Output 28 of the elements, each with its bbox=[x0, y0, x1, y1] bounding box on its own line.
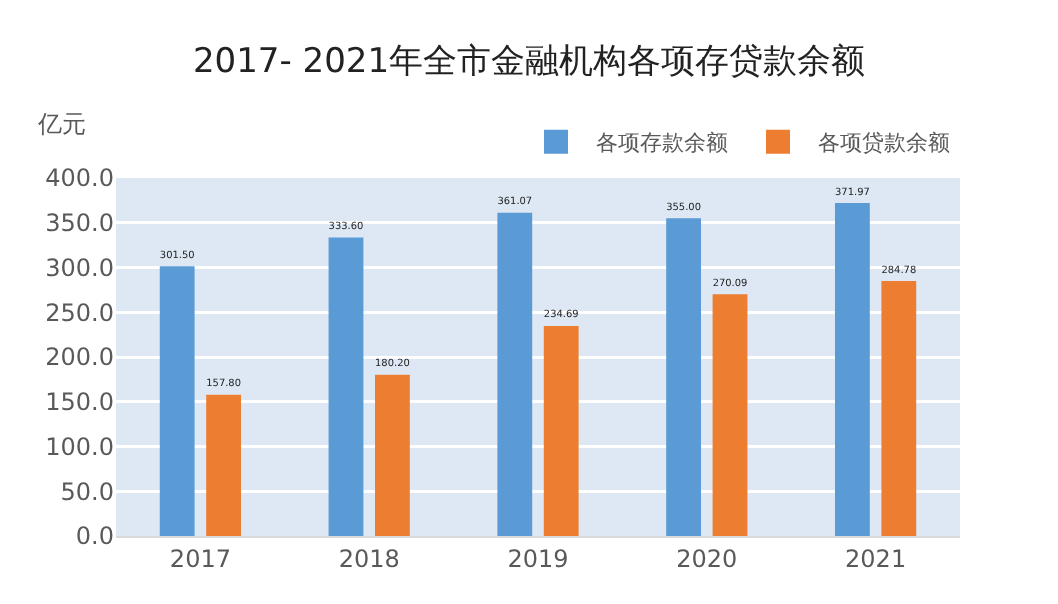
bar bbox=[881, 281, 917, 536]
y-tick-label: 150.0 bbox=[45, 388, 114, 417]
x-tick-label: 2021 bbox=[845, 544, 907, 573]
y-tick-label: 0.0 bbox=[75, 522, 114, 551]
x-tick-label: 2019 bbox=[507, 544, 569, 573]
y-axis-title: 亿元 bbox=[36, 110, 86, 138]
bar bbox=[206, 394, 242, 536]
bar bbox=[666, 218, 701, 536]
y-tick-label: 200.0 bbox=[45, 343, 114, 372]
y-tick-label: 250.0 bbox=[45, 298, 114, 327]
x-tick-label: 2020 bbox=[676, 544, 738, 573]
bar bbox=[159, 266, 195, 536]
legend-label: 各项存款余额 bbox=[596, 130, 728, 157]
y-tick-label: 50.0 bbox=[60, 477, 114, 506]
y-tick-label: 400.0 bbox=[45, 164, 114, 193]
bar bbox=[834, 203, 870, 536]
bar bbox=[543, 325, 579, 536]
bar bbox=[497, 212, 533, 536]
bar bbox=[328, 237, 364, 536]
bar bbox=[375, 374, 410, 536]
y-tick-label: 100.0 bbox=[45, 432, 114, 461]
x-tick-label: 2017 bbox=[169, 544, 231, 573]
chart-title: 2017- 2021年全市金融机构各项存贷款余额 bbox=[192, 42, 866, 83]
y-tick-label: 350.0 bbox=[45, 209, 114, 238]
bar bbox=[712, 294, 748, 536]
y-tick-label: 300.0 bbox=[45, 253, 114, 282]
x-tick-label: 2018 bbox=[338, 544, 400, 573]
legend-label: 各项贷款余额 bbox=[818, 130, 950, 157]
